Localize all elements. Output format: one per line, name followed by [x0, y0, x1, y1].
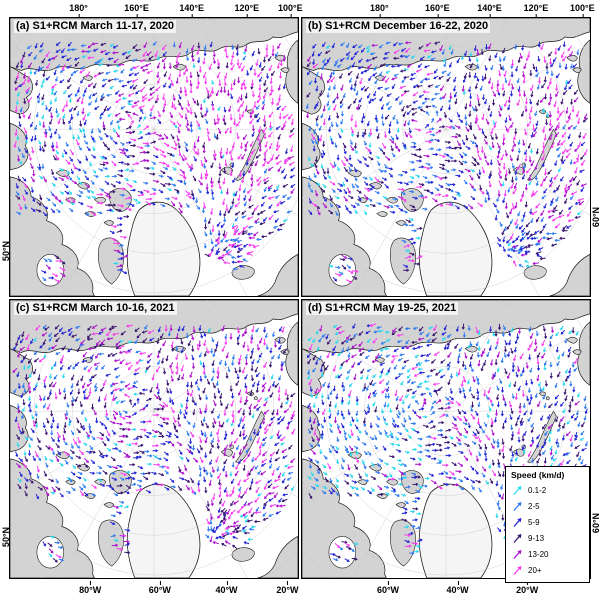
legend-row: 0.1-2	[511, 482, 584, 498]
lon-tick-label: 140°E	[477, 3, 502, 18]
lon-tick-label: 160°E	[124, 3, 149, 18]
speed-arrow-icon	[513, 550, 522, 559]
drift-arrows-13-20	[306, 41, 588, 265]
lon-tick-label: 160°E	[424, 3, 450, 18]
legend-row: 9-13	[511, 530, 584, 546]
legend-row: 20+	[511, 562, 584, 578]
drift-arrows-9-13	[15, 324, 296, 563]
legend-label: 0.1-2	[528, 485, 547, 495]
panel-title-b: (b) S1+RCM December 16-22, 2020	[306, 20, 491, 33]
lon-tick-label: 140°E	[179, 3, 204, 18]
bottom-axis-d: 60°W 40°W 20°W	[301, 581, 591, 595]
map-panel-c: (c) S1+RCM March 10-16, 2021	[9, 299, 299, 579]
lat-label-left-a: 50°N	[1, 240, 11, 262]
map-b	[302, 18, 590, 296]
legend-label: 5-9	[528, 517, 540, 527]
drift-arrows-0.1-2	[307, 44, 582, 268]
lon-tick-label: 60°W	[376, 581, 400, 595]
vector-field-b	[305, 41, 588, 284]
legend-label: 13-20	[528, 549, 549, 559]
vector-field-a	[13, 41, 296, 283]
lon-tick-label: 100°E	[277, 3, 303, 18]
lon-tick-label: 40°W	[215, 581, 238, 595]
legend-label: 2-5	[528, 501, 540, 511]
lon-tick-label: 60°W	[148, 581, 171, 595]
drift-arrows-20+	[17, 324, 296, 559]
speed-arrow-icon	[513, 534, 522, 543]
map-c	[10, 300, 298, 578]
drift-arrows-2-5	[305, 41, 580, 275]
speed-arrow-icon	[513, 566, 522, 575]
drift-arrows-2-5	[15, 41, 292, 282]
lat-label-left-c: 50°N	[1, 526, 11, 548]
lon-tick-label: 80°W	[79, 581, 102, 595]
speed-arrow-icon	[513, 486, 522, 495]
lon-tick-label: 100°E	[569, 3, 595, 18]
map-panel-a: (a) S1+RCM March 11-17, 2020	[9, 17, 299, 297]
bottom-axis-c: 80°W 60°W 40°W 20°W	[9, 581, 299, 595]
lon-tick-label: 180°	[369, 3, 389, 18]
drift-arrows-13-20	[14, 42, 295, 277]
panel-title-d: (d) S1+RCM May 19-25, 2021	[306, 302, 459, 315]
lon-tick-label: 180°	[69, 3, 88, 18]
top-axis-a: 180° 160°E 140°E 120°E 100°E	[9, 3, 303, 18]
speed-arrow-icon	[513, 518, 522, 527]
lon-tick-label: 20°W	[516, 581, 539, 595]
drift-arrows-9-13	[14, 42, 295, 265]
map-a	[10, 18, 298, 296]
panel-title-a: (a) S1+RCM March 11-17, 2020	[14, 20, 177, 33]
drift-arrows-0.1-2	[15, 43, 288, 265]
speed-arrow-icon	[513, 502, 522, 511]
lat-label-right-d: 60°N	[591, 512, 600, 534]
drift-arrows-2-5	[307, 324, 588, 562]
speed-legend: Speed (km/d) 0.1-2 2-5 5-9 9-13 13-20 20…	[505, 466, 590, 583]
lon-tick-label: 120°E	[234, 3, 260, 18]
legend-label: 20+	[528, 565, 542, 575]
panel-title-c: (c) S1+RCM March 10-16, 2021	[14, 302, 177, 315]
drift-arrows-9-13	[307, 323, 586, 561]
top-axis-b: 180° 160°E 140°E 120°E 100°E	[301, 3, 595, 18]
lon-tick-label: 20°W	[276, 581, 299, 595]
drift-arrows-20+	[311, 43, 588, 284]
legend-row: 13-20	[511, 546, 584, 562]
basemap-use	[10, 18, 298, 296]
lon-tick-label: 40°W	[446, 581, 469, 595]
legend-title: Speed (km/d)	[511, 470, 565, 480]
lon-tick-label: 120°E	[523, 3, 549, 18]
drift-arrows-9-13	[306, 41, 588, 280]
vector-field-c	[12, 324, 296, 563]
legend-row: 2-5	[511, 498, 584, 514]
legend-label: 9-13	[528, 533, 545, 543]
drift-arrows-13-20	[12, 324, 296, 554]
drift-arrows-5-9	[15, 41, 296, 280]
map-panel-b: (b) S1+RCM December 16-22, 2020	[301, 17, 591, 297]
drift-arrows-5-9	[13, 325, 293, 547]
legend-row: 5-9	[511, 514, 584, 530]
lat-label-right-b: 60°N	[591, 206, 600, 228]
drift-arrows-20+	[13, 43, 295, 283]
